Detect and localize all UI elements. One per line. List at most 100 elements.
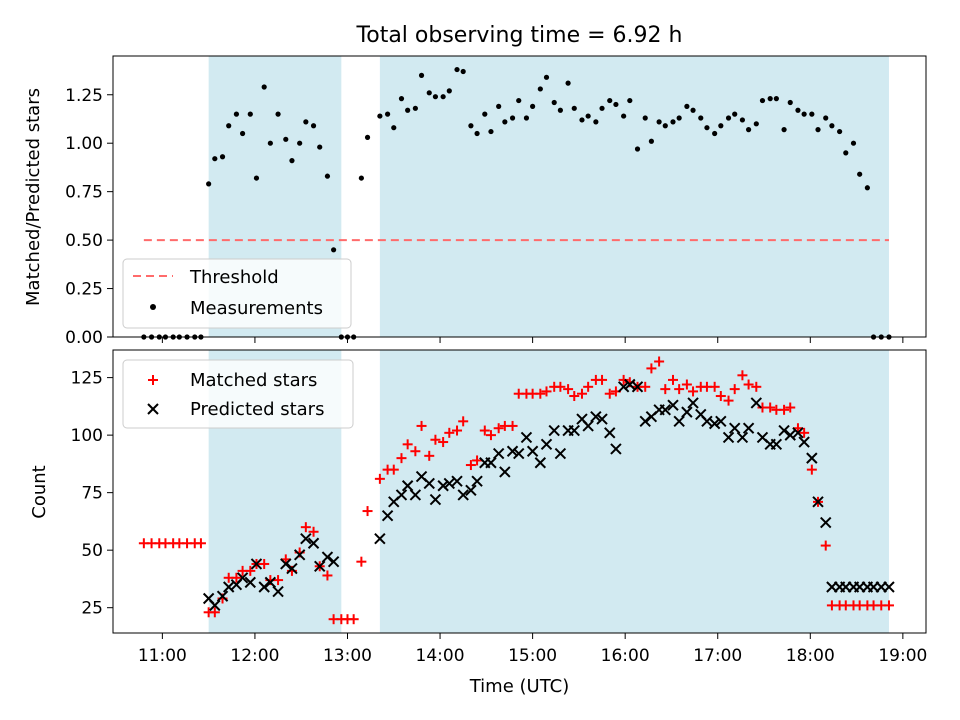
predicted-star-point-b	[300, 532, 312, 545]
measurement-point	[843, 150, 849, 156]
measurement-point	[358, 175, 364, 181]
predicted-star-point	[443, 477, 456, 490]
matched-star-point	[729, 384, 740, 395]
predicted-star-point	[307, 537, 320, 549]
predicted-star-point-b	[722, 431, 735, 444]
measurement-point	[656, 119, 662, 125]
matched-star-point	[374, 473, 385, 484]
measurement-point	[676, 115, 682, 121]
measurement-point	[690, 107, 696, 113]
predicted-star-point-b	[631, 381, 644, 393]
matched-star-point	[674, 384, 685, 395]
matched-star-point	[715, 391, 726, 402]
predicted-star-point-b	[209, 599, 221, 612]
matched-star-point	[667, 374, 678, 385]
measurement-point	[509, 115, 516, 121]
predicted-star-point	[582, 420, 594, 432]
measurement-point	[815, 127, 821, 133]
predicted-star-point-b	[715, 415, 727, 428]
predicted-star-point	[492, 447, 505, 460]
measurement-point	[857, 171, 863, 177]
predicted-star-point-b	[250, 558, 263, 570]
x-tick-label: 13:00	[323, 646, 372, 666]
x-tick-label: 11:00	[138, 646, 187, 666]
predicted-star-point	[806, 452, 818, 464]
matched-star-point	[322, 570, 333, 581]
measurement-point	[732, 111, 738, 117]
measurement-point	[253, 175, 260, 181]
matched-star-point	[569, 391, 580, 402]
predicted-star-point	[381, 509, 394, 522]
measurements-legend-swatch	[150, 304, 156, 310]
matched-star-point	[743, 379, 754, 390]
measurement-point	[725, 115, 732, 121]
measurement-point	[579, 117, 585, 123]
measurement-point	[634, 146, 641, 152]
predicted-star-point-b	[374, 532, 386, 545]
predicted-star-point-b	[443, 477, 456, 490]
predicted-legend-swatch	[147, 403, 159, 415]
predicted-star-point-b	[258, 581, 270, 593]
predicted-star-point-b	[272, 585, 284, 598]
top-y-axis-label: Matched/Predicted stars	[23, 88, 44, 306]
measurement-point	[670, 119, 676, 125]
predicted-star-point	[250, 558, 263, 570]
predicted-star-point	[264, 576, 277, 589]
predicted-star-point	[596, 413, 608, 425]
predicted-star-point-b	[293, 549, 306, 561]
matched-star-point	[751, 381, 762, 392]
predicted-star-point-b	[222, 581, 235, 593]
x-tick-label: 14:00	[416, 646, 465, 666]
predicted-star-point-b	[617, 381, 630, 393]
predicted-star-point-b	[534, 457, 547, 469]
predicted-star-point-b	[437, 480, 449, 492]
matched-star-point	[273, 575, 284, 586]
predicted-star-point	[485, 457, 497, 469]
predicted-star-point	[451, 475, 463, 487]
y-tick-label: 0.25	[65, 280, 103, 300]
measurement-point	[773, 96, 779, 102]
predicted-star-point-b	[451, 475, 463, 487]
predicted-star-point-b	[216, 590, 229, 602]
measurement-point	[212, 156, 218, 162]
shaded-interval-1	[379, 56, 889, 337]
predicted-star-point	[280, 558, 292, 570]
predicted-star-point-b	[457, 489, 469, 501]
matched-star-point	[348, 614, 359, 625]
measurement-point	[289, 158, 295, 164]
measurement-point	[739, 117, 746, 123]
predicted-star-point-b	[401, 480, 414, 492]
measurement-point	[460, 68, 466, 75]
matched-star-point	[541, 386, 552, 397]
matched-star-point	[723, 395, 734, 406]
x-tick-label: 17:00	[693, 646, 742, 666]
predicted-star-point	[736, 431, 749, 444]
matched-star-point	[618, 374, 629, 385]
matched-star-point	[779, 404, 790, 415]
measurement-point	[261, 84, 267, 90]
measurement-point	[384, 111, 391, 117]
measurement-point	[712, 130, 718, 137]
matched-star-point	[300, 522, 311, 533]
predicted-star-point	[778, 424, 790, 437]
y-tick-label: 1.25	[65, 86, 103, 106]
matched-star-point	[535, 388, 546, 399]
measurement-point	[364, 134, 371, 140]
measurement-point	[837, 128, 843, 135]
measurement-point	[621, 113, 627, 119]
measurement-point	[226, 123, 232, 129]
predicted-star-point	[222, 581, 235, 593]
measurement-point	[642, 115, 648, 121]
predicted-star-point	[314, 560, 326, 572]
bottom-legend-box	[122, 359, 354, 429]
measurement-point	[303, 119, 309, 125]
predicted-star-point	[293, 549, 306, 561]
measurement-point	[391, 125, 397, 131]
predicted-star-point-b	[883, 581, 895, 593]
measurement-point	[850, 140, 857, 146]
predicted-star-point	[770, 438, 783, 451]
y-tick-label: 125	[71, 369, 103, 389]
measurement-point	[488, 128, 494, 135]
matched-star-point	[356, 556, 367, 567]
predicted-star-point-b	[820, 516, 832, 529]
